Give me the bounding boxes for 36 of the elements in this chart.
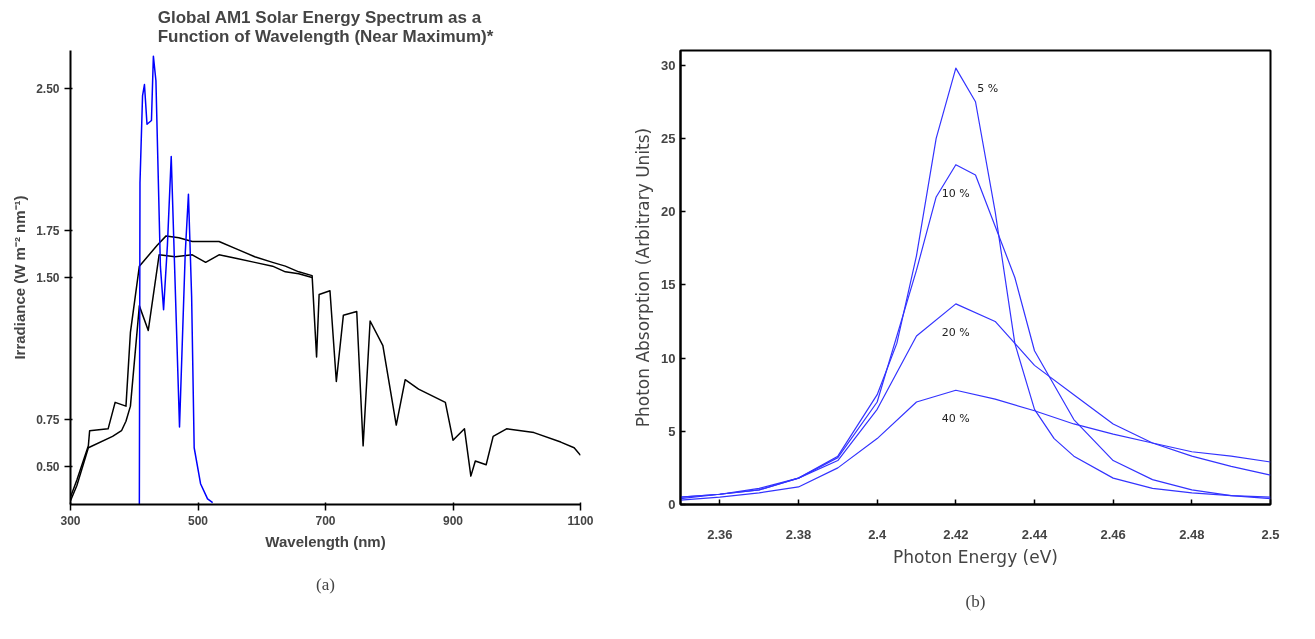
x-tick-label: 2.5 [1261, 526, 1280, 542]
y-tick-label: 1.75 [36, 223, 60, 238]
y-tick-label: 0.50 [36, 460, 60, 475]
series-label: 20 % [941, 325, 970, 339]
chart-title: Global AM1 Solar Energy Spectrum as a Function of Wavelength (Near Maximum)* [157, 7, 494, 46]
x-tick-label: 2.46 [1100, 526, 1126, 542]
y-tick-label: 20 [661, 204, 676, 220]
series-label: 10 % [941, 186, 970, 200]
series-label: 40 % [941, 412, 970, 426]
x-tick-label: 2.44 [1021, 526, 1048, 542]
x-tick-label: 2.36 [707, 526, 733, 542]
y-tick-label: 0.75 [36, 412, 60, 427]
x-axis-title: Photon Energy (eV) [893, 546, 1058, 567]
y-axis-title: Photon Absorption (Arbitrary Units) [633, 127, 654, 428]
y-axis-title: Irradiance (W m⁻² nm⁻¹) [11, 195, 29, 360]
y-tick-label: 2.50 [36, 81, 60, 96]
y-tick-label: 1.50 [36, 271, 60, 285]
text: (b) [965, 591, 986, 611]
y-tick-label: 15 [661, 277, 676, 293]
x-tick-label: 900 [442, 513, 464, 528]
x-tick-label: 1100 [567, 513, 594, 528]
y-tick-label: 5 [668, 423, 676, 439]
x-tick-label: 2.48 [1179, 526, 1205, 542]
x-tick-label: 300 [60, 513, 81, 528]
x-tick-label: 2.38 [785, 526, 812, 542]
y-tick-label: 25 [661, 130, 676, 146]
x-tick-label: 700 [315, 513, 336, 528]
x-axis-title: Wavelength (nm) [265, 532, 386, 550]
y-tick-label: 10 [661, 350, 676, 366]
x-tick-label: 2.4 [868, 526, 887, 542]
series-label: 5 % [977, 82, 999, 96]
y-tick-label: 30 [661, 57, 676, 73]
y-tick-label: 0 [668, 497, 676, 512]
x-tick-label: 500 [187, 513, 209, 528]
text: (a) [316, 574, 335, 594]
x-tick-label: 2.42 [943, 526, 969, 542]
